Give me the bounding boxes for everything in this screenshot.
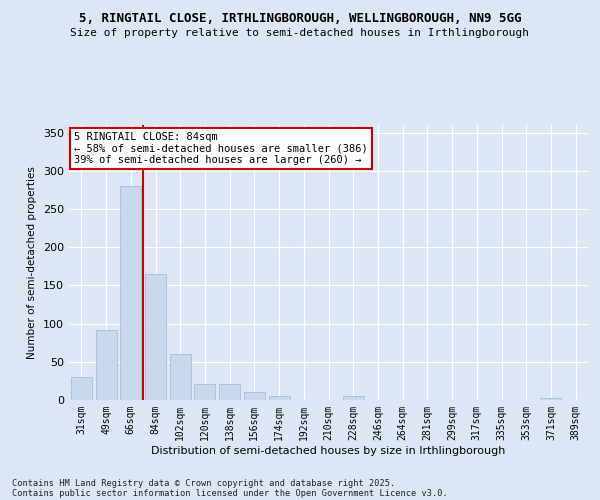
Bar xyxy=(343,396,364,400)
Text: 5 RINGTAIL CLOSE: 84sqm
← 58% of semi-detached houses are smaller (386)
39% of s: 5 RINGTAIL CLOSE: 84sqm ← 58% of semi-de… xyxy=(74,132,368,165)
Text: Contains public sector information licensed under the Open Government Licence v3: Contains public sector information licen… xyxy=(12,488,448,498)
Bar xyxy=(541,398,562,400)
Bar xyxy=(120,186,141,400)
Bar xyxy=(170,354,191,400)
Text: Contains HM Land Registry data © Crown copyright and database right 2025.: Contains HM Land Registry data © Crown c… xyxy=(12,478,395,488)
Bar xyxy=(219,384,240,400)
Bar xyxy=(145,274,166,400)
Y-axis label: Number of semi-detached properties: Number of semi-detached properties xyxy=(28,166,37,359)
X-axis label: Distribution of semi-detached houses by size in Irthlingborough: Distribution of semi-detached houses by … xyxy=(151,446,506,456)
Bar xyxy=(194,384,215,400)
Text: 5, RINGTAIL CLOSE, IRTHLINGBOROUGH, WELLINGBOROUGH, NN9 5GG: 5, RINGTAIL CLOSE, IRTHLINGBOROUGH, WELL… xyxy=(79,12,521,26)
Bar xyxy=(71,377,92,400)
Bar xyxy=(95,330,116,400)
Bar xyxy=(269,396,290,400)
Bar xyxy=(244,392,265,400)
Text: Size of property relative to semi-detached houses in Irthlingborough: Size of property relative to semi-detach… xyxy=(71,28,530,38)
